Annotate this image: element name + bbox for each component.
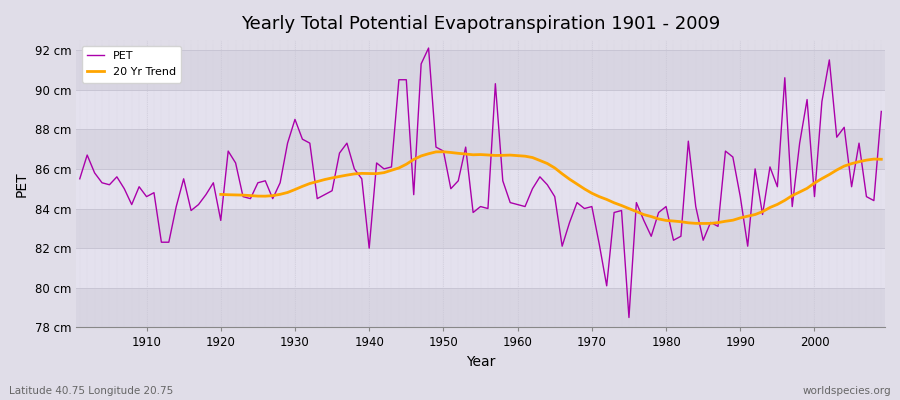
- 20 Yr Trend: [438, 149, 449, 154]
- 20 Yr Trend: [215, 192, 226, 197]
- Line: 20 Yr Trend: 20 Yr Trend: [220, 152, 881, 224]
- Text: Latitude 40.75 Longitude 20.75: Latitude 40.75 Longitude 20.75: [9, 386, 173, 396]
- 20 Yr Trend: [683, 220, 694, 225]
- PET: [341, 141, 352, 146]
- Bar: [76, 208, 885, 248]
- PET: [519, 204, 530, 209]
- 20 Yr Trend: [779, 198, 790, 203]
- Bar: [76, 288, 885, 328]
- PET: [608, 210, 619, 215]
- Bar: [76, 129, 885, 169]
- 20 Yr Trend: [861, 158, 872, 162]
- PET: [512, 202, 523, 207]
- Bar: [76, 90, 885, 129]
- Bar: [76, 248, 885, 288]
- Bar: [76, 50, 885, 90]
- 20 Yr Trend: [416, 154, 427, 158]
- Y-axis label: PET: PET: [15, 171, 29, 196]
- PET: [624, 315, 634, 320]
- X-axis label: Year: Year: [466, 355, 495, 369]
- 20 Yr Trend: [795, 190, 806, 194]
- PET: [423, 46, 434, 50]
- Title: Yearly Total Potential Evapotranspiration 1901 - 2009: Yearly Total Potential Evapotranspiratio…: [241, 15, 720, 33]
- PET: [297, 137, 308, 142]
- PET: [75, 176, 86, 181]
- PET: [134, 184, 145, 189]
- Legend: PET, 20 Yr Trend: PET, 20 Yr Trend: [82, 46, 182, 82]
- PET: [876, 109, 886, 114]
- 20 Yr Trend: [698, 221, 708, 226]
- Bar: [76, 169, 885, 208]
- Text: worldspecies.org: worldspecies.org: [803, 386, 891, 396]
- Line: PET: PET: [80, 48, 881, 318]
- 20 Yr Trend: [876, 157, 886, 162]
- 20 Yr Trend: [304, 181, 315, 186]
